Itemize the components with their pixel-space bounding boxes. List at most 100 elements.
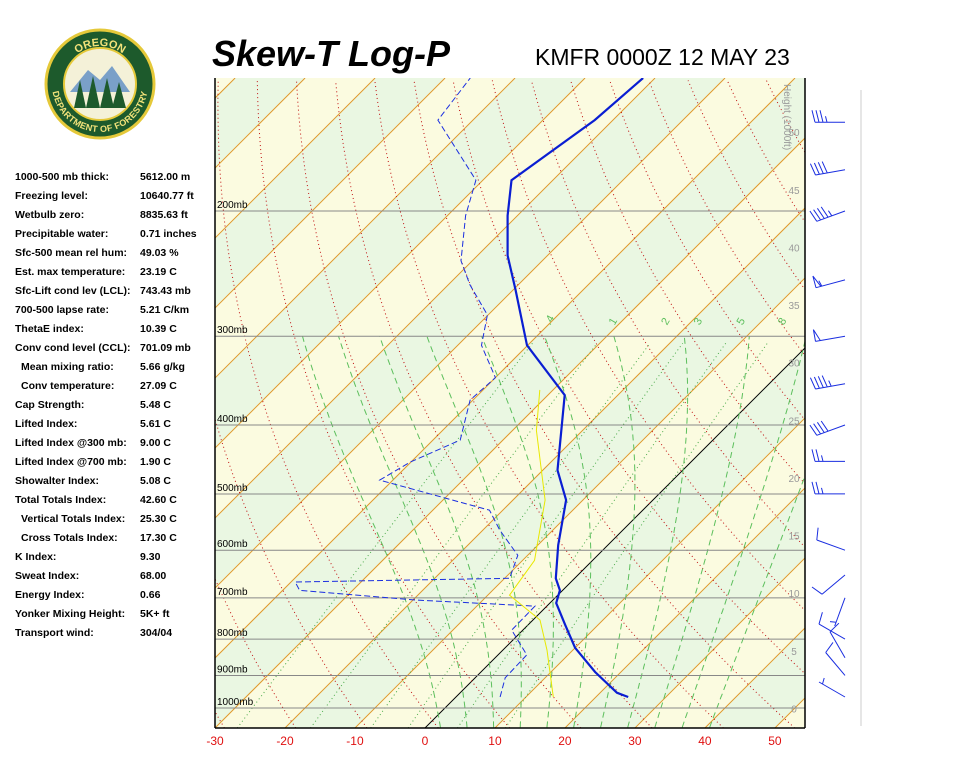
index-value: 68.00 (140, 570, 166, 582)
mixing-ratio-line (407, 343, 684, 728)
isotherm-band (215, 78, 805, 728)
wind-barb (825, 642, 846, 676)
index-label: Sfc-Lift cond lev (LCL): (15, 285, 131, 297)
index-value: 8835.63 ft (140, 209, 188, 221)
chart-subtitle: KMFR 0000Z 12 MAY 23 (535, 44, 790, 70)
dry-adiabat (806, 80, 960, 728)
dry-adiabat (845, 80, 960, 728)
height-axis-label: Height (1000ft) (781, 84, 792, 150)
index-value: 743.43 mb (140, 285, 191, 297)
wind-barb (809, 206, 846, 222)
moist-adiabat (627, 336, 689, 728)
isotherm (634, 557, 805, 728)
wind-barb (809, 420, 846, 436)
index-label: Showalter Index: (15, 475, 99, 487)
index-label: K Index: (15, 551, 56, 563)
wind-barb (818, 612, 846, 640)
wind-barb (809, 375, 846, 390)
index-label: Cap Strength: (15, 399, 84, 411)
wind-barb-shape (809, 375, 846, 390)
index-value: 49.03 % (140, 247, 179, 259)
index-value: 701.09 mb (140, 342, 191, 354)
index-label: Mean mixing ratio: (21, 361, 114, 373)
moist-adiabat (379, 336, 495, 728)
y-tick-label: 1000mb (217, 697, 254, 708)
axes: Height (1000ft) 1000mb 900mb 800mb 700mb 600… (206, 78, 862, 748)
index-label: Total Totals Index: (15, 494, 106, 506)
moist-adiabat (338, 336, 468, 728)
x-tick-label: 0 (422, 734, 429, 748)
index-label: 700-500 lapse rate: (15, 304, 109, 316)
dry-adiabat (256, 80, 510, 728)
moist-adiabat (681, 339, 805, 728)
index-label: Transport wind: (15, 627, 94, 639)
wind-barb-shape (811, 449, 845, 462)
moist-adiabat (654, 336, 750, 728)
moist-adiabat (709, 474, 805, 728)
index-label: Sweat Index: (15, 570, 79, 582)
wind-barb (812, 275, 846, 289)
wind-barbs (809, 110, 846, 698)
mixing-ratio-label: 3 (692, 316, 705, 327)
index-label: Conv temperature: (21, 380, 114, 392)
index-value: 42.60 C (140, 494, 177, 506)
wind-barb (809, 161, 846, 176)
profile-line (508, 389, 554, 698)
x-tick-label: 10 (488, 734, 502, 748)
wind-barb (811, 574, 846, 595)
chart-title: Skew-T Log-P (212, 33, 451, 74)
index-value: 9.30 (140, 551, 161, 563)
y-tick-label: 200mb (217, 200, 248, 211)
plot-background: .4 1 2 3 5 8 (215, 78, 960, 728)
dry-adiabat (374, 80, 724, 728)
wind-barb-shape (818, 677, 846, 698)
isotherm (845, 78, 960, 728)
isotherm (215, 78, 656, 519)
y-tick-label: 800mb (217, 628, 248, 639)
y2-tick-label: 25 (788, 416, 800, 427)
isotherm (215, 78, 586, 449)
y-tick-label: 900mb (217, 664, 248, 675)
index-value: 5.21 C/km (140, 304, 189, 316)
isotherm (424, 347, 805, 728)
index-label: 1000-500 mb thick: (15, 171, 109, 183)
profile-line (506, 78, 644, 699)
index-label: Energy Index: (15, 589, 84, 601)
wind-barb (811, 110, 845, 123)
index-label: Cross Totals Index: (21, 532, 118, 544)
plot-data (294, 78, 644, 699)
y-tick-label: 500mb (217, 483, 248, 494)
index-value: 27.09 C (140, 380, 177, 392)
mixing-ratio-line (457, 343, 727, 728)
index-label: Wetbulb zero: (15, 209, 84, 221)
moist-adiabat (302, 336, 441, 728)
index-label: Lifted Index @300 mb: (15, 437, 127, 449)
wind-barb-shape (825, 642, 846, 676)
isotherm (215, 78, 446, 309)
isotherm (284, 207, 805, 728)
logo: OREGON DEPARTMENT OF FORESTRY (44, 28, 156, 140)
index-value: 5612.00 m (140, 171, 190, 183)
wind-barb-shape (809, 161, 846, 176)
y-tick-label: 600mb (217, 539, 248, 550)
index-value: 5.61 C (140, 418, 171, 430)
index-label: Conv cond level (CCL): (15, 342, 131, 354)
mixing-ratio-label: 5 (735, 316, 748, 327)
isotherm (215, 78, 726, 589)
isotherm (215, 78, 376, 239)
isotherm (494, 417, 805, 728)
wind-barb-shape (812, 275, 846, 289)
x-tick-label: 40 (698, 734, 712, 748)
x-tick-label: -10 (346, 734, 364, 748)
mixing-ratio-line (310, 342, 598, 728)
index-value: 10.39 C (140, 323, 177, 335)
index-value: 5.08 C (140, 475, 171, 487)
y-tick-label: 700mb (217, 587, 248, 598)
moist-adiabat (600, 336, 636, 728)
isotherm (354, 277, 805, 728)
index-value: 1.90 C (140, 456, 171, 468)
index-value: 25.30 C (140, 513, 177, 525)
index-value: 17.30 C (140, 532, 177, 544)
wind-barb-shape (812, 329, 846, 342)
dry-adiabat (923, 80, 960, 728)
